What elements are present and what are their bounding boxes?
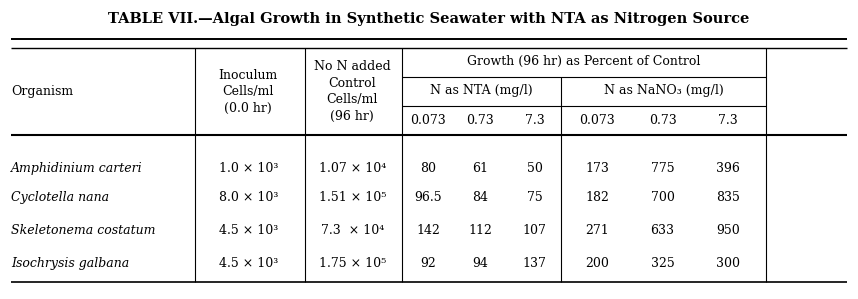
Text: 396: 396 bbox=[716, 162, 740, 175]
Text: 61: 61 bbox=[472, 162, 488, 175]
Text: 137: 137 bbox=[523, 257, 547, 270]
Text: 107: 107 bbox=[523, 224, 547, 237]
Text: 835: 835 bbox=[716, 191, 740, 205]
Text: 0.073: 0.073 bbox=[579, 114, 615, 127]
Text: 1.75 × 10⁵: 1.75 × 10⁵ bbox=[318, 257, 386, 270]
Text: 4.5 × 10³: 4.5 × 10³ bbox=[219, 257, 278, 270]
Text: 271: 271 bbox=[585, 224, 609, 237]
Text: Skeletonema costatum: Skeletonema costatum bbox=[11, 224, 156, 237]
Text: N as NaNO₃ (mg/l): N as NaNO₃ (mg/l) bbox=[603, 84, 723, 97]
Text: 7.3: 7.3 bbox=[525, 114, 545, 127]
Text: 0.73: 0.73 bbox=[649, 114, 676, 127]
Text: 775: 775 bbox=[650, 162, 674, 175]
Text: 92: 92 bbox=[420, 257, 436, 270]
Text: Organism: Organism bbox=[11, 85, 74, 98]
Text: 94: 94 bbox=[472, 257, 488, 270]
Text: 4.5 × 10³: 4.5 × 10³ bbox=[219, 224, 278, 237]
Text: 112: 112 bbox=[468, 224, 492, 237]
Text: 50: 50 bbox=[527, 162, 542, 175]
Text: Amphidinium carteri: Amphidinium carteri bbox=[11, 162, 143, 175]
Text: 0.073: 0.073 bbox=[410, 114, 446, 127]
Text: 0.73: 0.73 bbox=[466, 114, 494, 127]
Text: 80: 80 bbox=[420, 162, 436, 175]
Text: 75: 75 bbox=[527, 191, 542, 205]
Text: 1.07 × 10⁴: 1.07 × 10⁴ bbox=[318, 162, 386, 175]
Text: 1.0 × 10³: 1.0 × 10³ bbox=[219, 162, 278, 175]
Text: 633: 633 bbox=[650, 224, 674, 237]
Text: 182: 182 bbox=[585, 191, 609, 205]
Text: 7.3  × 10⁴: 7.3 × 10⁴ bbox=[321, 224, 384, 237]
Text: 7.3: 7.3 bbox=[718, 114, 738, 127]
Text: Isochrysis galbana: Isochrysis galbana bbox=[11, 257, 130, 270]
Text: 142: 142 bbox=[416, 224, 440, 237]
Text: 173: 173 bbox=[585, 162, 609, 175]
Text: 84: 84 bbox=[472, 191, 488, 205]
Text: 8.0 × 10³: 8.0 × 10³ bbox=[219, 191, 278, 205]
Text: 200: 200 bbox=[585, 257, 609, 270]
Text: 325: 325 bbox=[650, 257, 674, 270]
Text: 300: 300 bbox=[716, 257, 740, 270]
Text: 700: 700 bbox=[650, 191, 674, 205]
Text: No N added
Control
Cells/ml
(96 hr): No N added Control Cells/ml (96 hr) bbox=[314, 60, 390, 123]
Text: N as NTA (mg/l): N as NTA (mg/l) bbox=[430, 84, 533, 97]
Text: 96.5: 96.5 bbox=[414, 191, 442, 205]
Text: Cyclotella nana: Cyclotella nana bbox=[11, 191, 110, 205]
Text: Growth (96 hr) as Percent of Control: Growth (96 hr) as Percent of Control bbox=[467, 55, 700, 68]
Text: 950: 950 bbox=[716, 224, 740, 237]
Text: TABLE VII.—Algal Growth in Synthetic Seawater with NTA as Nitrogen Source: TABLE VII.—Algal Growth in Synthetic Sea… bbox=[108, 12, 750, 26]
Text: 1.51 × 10⁵: 1.51 × 10⁵ bbox=[318, 191, 386, 205]
Text: Inoculum
Cells/ml
(0.0 hr): Inoculum Cells/ml (0.0 hr) bbox=[219, 68, 278, 115]
